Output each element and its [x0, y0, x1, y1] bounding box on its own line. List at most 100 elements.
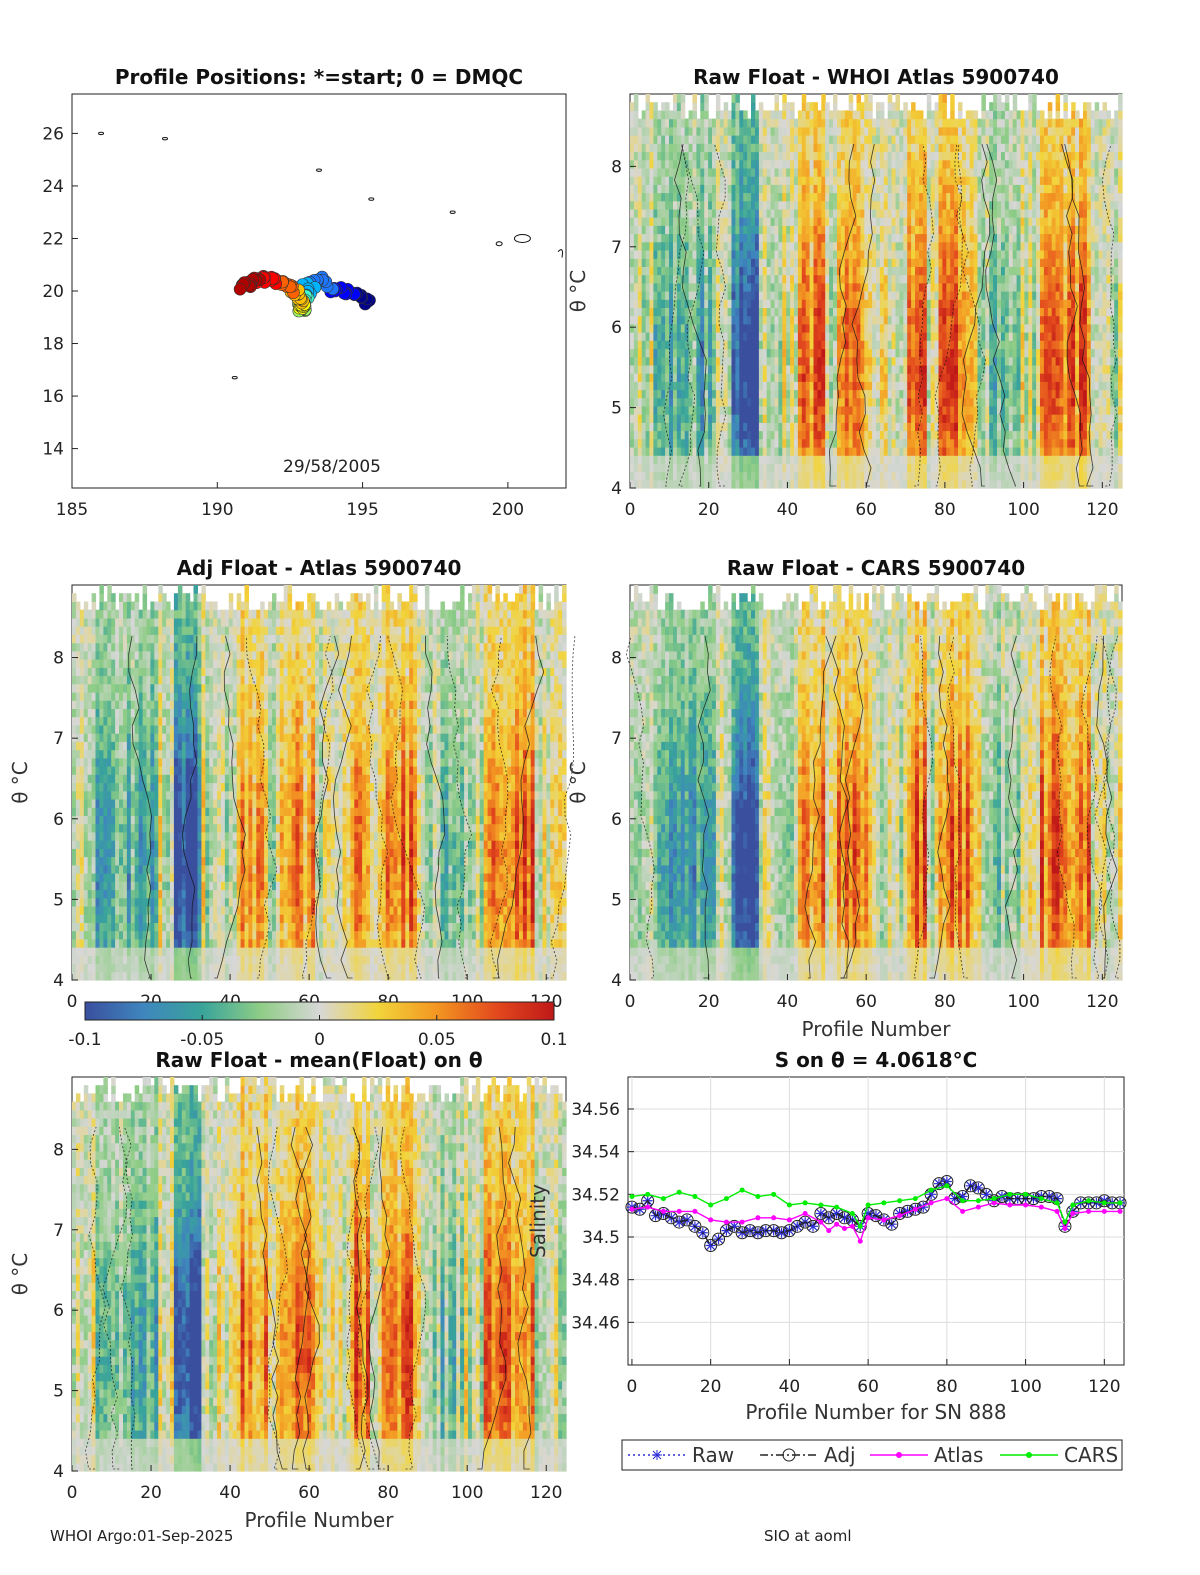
raw-atlas-chart-cell	[848, 233, 854, 243]
raw-atlas-chart-cell	[778, 356, 783, 366]
raw-atlas-chart-cell	[989, 430, 994, 440]
raw-atlas-chart-cell	[649, 414, 654, 423]
raw-atlas-chart-cell	[1028, 118, 1033, 128]
raw-atlas-chart-cell	[739, 332, 744, 341]
raw-atlas-chart-cell	[887, 471, 893, 481]
raw-atlas-chart-cell	[844, 323, 850, 333]
raw-atlas-chart-cell	[958, 258, 963, 267]
raw-atlas-chart-cell	[977, 364, 982, 374]
raw-atlas-chart-cell	[630, 274, 635, 284]
raw-atlas-chart-cell	[934, 258, 940, 267]
raw-atlas-chart-cell	[1012, 135, 1018, 144]
raw-atlas-chart-cell	[1028, 447, 1033, 456]
raw-atlas-chart-cell	[899, 241, 904, 251]
raw-atlas-chart-cell	[684, 381, 690, 391]
raw-atlas-chart-cell	[797, 110, 803, 120]
raw-atlas-chart-cell	[735, 118, 740, 128]
raw-atlas-chart-cell	[653, 397, 658, 407]
raw-atlas-chart-cell	[633, 143, 639, 153]
raw-atlas-chart-cell	[778, 250, 783, 259]
raw-atlas-chart-cell	[719, 356, 725, 366]
raw-atlas-chart-cell	[688, 176, 694, 185]
raw-atlas-chart-cell	[977, 307, 982, 317]
raw-atlas-chart-cell	[630, 332, 635, 341]
raw-atlas-chart-cell	[1024, 315, 1029, 325]
raw-atlas-chart-cell	[673, 241, 678, 251]
raw-atlas-chart-cell	[641, 266, 647, 276]
raw-atlas-chart-cell	[825, 373, 830, 382]
raw-atlas-chart-cell	[794, 233, 799, 243]
raw-atlas-chart-cell	[840, 340, 846, 350]
raw-atlas-chart-cell	[782, 250, 787, 259]
raw-atlas-chart-cell	[997, 307, 1002, 317]
raw-atlas-chart-cell	[1032, 356, 1037, 366]
raw-atlas-chart-cell	[973, 340, 979, 350]
raw-atlas-chart-cell	[903, 159, 908, 169]
raw-atlas-chart-cell	[817, 250, 822, 259]
raw-atlas-chart-cell	[758, 126, 764, 136]
raw-atlas-chart-cell	[782, 348, 787, 358]
raw-atlas-chart-cell	[688, 373, 694, 382]
raw-atlas-chart-cell	[665, 348, 670, 358]
raw-atlas-chart-cell	[766, 364, 772, 374]
raw-atlas-chart-cell	[993, 282, 998, 292]
raw-atlas-chart-cell	[868, 291, 873, 300]
raw-atlas-chart-cell	[696, 151, 701, 161]
raw-atlas-chart-cell	[665, 102, 670, 111]
raw-atlas-chart-cell	[903, 447, 908, 456]
raw-atlas-chart-cell	[743, 176, 748, 185]
raw-atlas-chart-cell	[985, 192, 990, 202]
raw-atlas-chart-cell	[876, 258, 881, 267]
raw-atlas-chart-cell	[766, 217, 772, 226]
raw-atlas-chart-cell	[915, 348, 920, 358]
raw-atlas-chart-cell	[1028, 274, 1033, 284]
raw-atlas-chart-cell	[700, 266, 705, 276]
raw-atlas-chart-cell	[876, 405, 881, 415]
raw-atlas-chart-cell	[821, 463, 826, 473]
raw-atlas-chart-cell	[1001, 266, 1006, 276]
raw-atlas-chart-cell	[653, 332, 658, 341]
raw-atlas-chart-cell	[821, 389, 826, 399]
raw-atlas-chart-cell	[1024, 258, 1029, 267]
raw-atlas-chart-cell	[899, 200, 904, 210]
raw-atlas-chart-cell	[762, 241, 768, 251]
raw-atlas-chart-cell	[891, 143, 897, 153]
raw-atlas-chart-cell	[704, 126, 709, 136]
raw-atlas-chart-cell	[876, 414, 881, 423]
raw-atlas-chart-cell	[864, 250, 869, 259]
raw-atlas-chart-cell	[641, 126, 647, 136]
raw-atlas-chart-cell	[641, 184, 647, 194]
raw-atlas-chart-cell	[985, 282, 990, 292]
raw-atlas-chart-cell	[864, 455, 869, 464]
raw-atlas-chart-cell	[934, 282, 940, 292]
raw-atlas-chart-cell	[985, 373, 990, 382]
raw-atlas-chart-cell	[653, 102, 658, 111]
raw-atlas-chart-cell	[762, 479, 768, 489]
raw-atlas-chart-cell	[969, 225, 975, 235]
raw-atlas-chart-cell	[630, 241, 635, 251]
raw-atlas-chart-cell	[786, 315, 791, 325]
raw-atlas-chart-cell	[692, 159, 697, 169]
raw-atlas-chart-cell	[837, 397, 842, 407]
raw-atlas-chart-cell	[813, 233, 818, 243]
raw-atlas-chart-cell	[782, 405, 787, 415]
raw-atlas-chart-cell	[883, 159, 889, 169]
raw-atlas-chart-cell	[930, 381, 936, 391]
raw-atlas-chart-cell	[954, 159, 959, 169]
raw-atlas-chart-cell	[942, 192, 947, 202]
raw-atlas-chart-cell	[965, 405, 971, 415]
raw-atlas-chart-cell	[965, 438, 971, 448]
raw-atlas-chart-cell	[852, 299, 858, 308]
raw-atlas-chart-cell	[782, 381, 787, 391]
raw-atlas-chart-cell	[809, 258, 815, 267]
raw-atlas-chart-cell	[805, 225, 811, 235]
raw-atlas-chart-cell	[985, 356, 990, 366]
raw-atlas-chart-cell	[645, 208, 651, 218]
raw-atlas-chart-cell	[813, 200, 818, 210]
raw-atlas-chart-cell	[919, 463, 924, 473]
raw-atlas-chart-cell	[755, 143, 760, 153]
raw-atlas-chart-cell	[743, 159, 748, 169]
raw-atlas-chart-cell	[684, 135, 690, 144]
raw-atlas-chart-cell	[805, 397, 811, 407]
raw-atlas-chart-cell	[903, 167, 908, 177]
